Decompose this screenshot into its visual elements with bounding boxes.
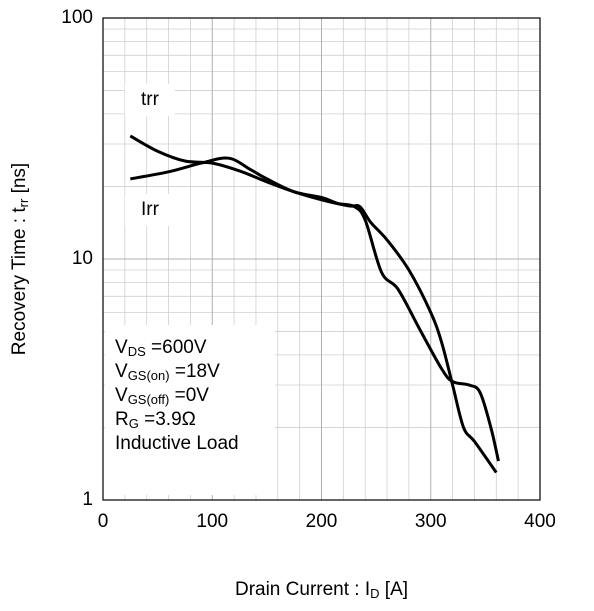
y-axis-label-sub: rr (16, 198, 31, 207)
annotation-text: V (115, 361, 128, 382)
y-axis-label-text: Recovery Time : t (9, 207, 30, 356)
y-tick-label: 1 (82, 489, 93, 510)
annotation-rest: =600V (146, 337, 207, 358)
annotation-sub: G (129, 416, 139, 431)
annotation-box (105, 325, 275, 495)
annotation: Inductive Load (115, 433, 239, 454)
series-label: Irr (141, 199, 160, 220)
y-tick-label: 10 (72, 248, 93, 269)
y-tick-label: 100 (61, 7, 93, 28)
x-tick-label: 400 (524, 511, 556, 532)
label-bg (125, 194, 175, 226)
annotation-text: V (115, 337, 128, 358)
annotation-rest: =3.9Ω (139, 409, 196, 430)
series-label: trr (141, 89, 160, 110)
annotation-text: V (115, 385, 128, 406)
x-axis-label-sub: D (370, 586, 379, 601)
x-tick-label: 300 (415, 511, 447, 532)
x-tick-label: 200 (306, 511, 338, 532)
annotation-rest: =18V (170, 361, 221, 382)
annotation-sub: DS (128, 344, 146, 359)
annotation-rest: =0V (169, 385, 209, 406)
annotation-sub: GS(off) (128, 392, 170, 407)
y-axis-label: Recovery Time : trr [ns] (9, 163, 31, 355)
annotation: VGS(off) =0V (115, 385, 209, 407)
series-line (129, 134, 498, 474)
x-axis-label: Drain Current : ID [A] (235, 579, 408, 601)
annotation: RG =3.9Ω (115, 409, 196, 431)
x-tick-label: 100 (196, 511, 228, 532)
x-axis-label-rest: [A] (380, 579, 409, 600)
y-axis-label-rest: [ns] (9, 163, 30, 199)
annotation-text: R (115, 409, 129, 430)
annotation-sub: GS(on) (128, 368, 170, 383)
plot-frame (102, 17, 541, 501)
annotation: VGS(on) =18V (115, 361, 220, 383)
label-bg (125, 84, 175, 116)
annotation: VDS =600V (115, 337, 207, 359)
x-axis-label-text: Drain Current : I (235, 579, 370, 600)
annotation-text: Inductive Load (115, 433, 239, 454)
series-line (130, 156, 500, 462)
x-tick-label: 0 (98, 511, 109, 532)
